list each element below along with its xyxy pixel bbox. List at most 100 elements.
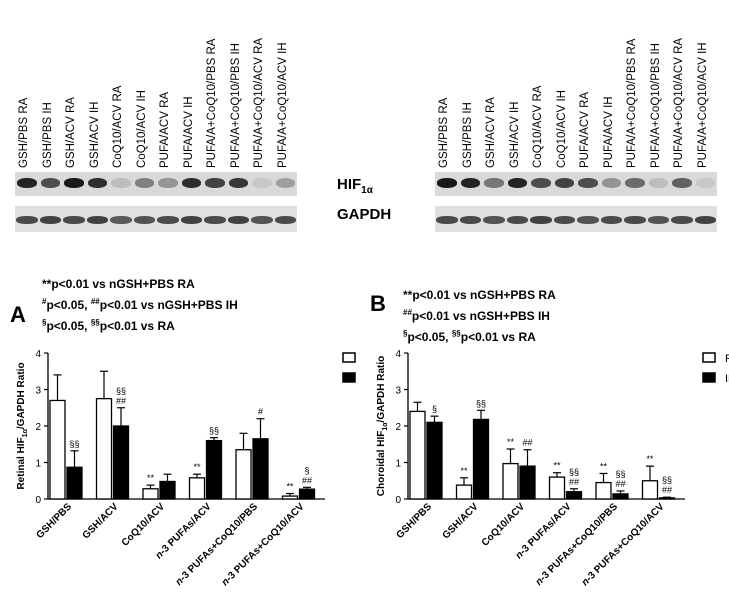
bar-ra: [188, 477, 206, 500]
hif-band: [695, 178, 715, 188]
stats-line: **p<0.01 vs nGSH+PBS RA: [42, 277, 195, 291]
gapdh-band: [180, 216, 202, 224]
stats-line: #p<0.05, ##p<0.01 vs nGSH+PBS IH: [42, 297, 238, 312]
x-tick-label: GSH/ACV: [441, 501, 481, 541]
gapdh-band: [204, 216, 226, 224]
hif-band: [252, 178, 272, 188]
hif-band: [64, 178, 84, 188]
hif-band: [672, 178, 692, 188]
y-tick-label: 3: [35, 386, 41, 397]
lane-label: CoQ10/ACV RA: [532, 85, 544, 168]
bar-ra: [455, 484, 473, 500]
lane-label: PUFA/A+CoQ10/PBS IH: [229, 43, 242, 168]
hif-band: [460, 178, 480, 188]
lane-label: GSH/PBS IH: [41, 102, 54, 168]
chart-choroidal: 0 1 2 3 4 Choroidal HIF1α/GAPDH Ratio § GSH/PBS…: [376, 349, 729, 588]
significance-mark: ##: [302, 475, 312, 485]
significance-mark: **: [600, 461, 608, 471]
y-axis-label: Retinal HIF1α/GAPDH Ratio: [16, 362, 29, 489]
bar-ra: [142, 488, 159, 500]
legend-label: IH: [725, 373, 729, 385]
significance-mark: ##: [569, 477, 579, 487]
gapdh-band: [647, 216, 669, 224]
bar-ih: [298, 488, 316, 500]
lane-label: GSH/PBS IH: [461, 102, 474, 168]
lane-label: PUFA/A+CoQ10/ACV RA: [673, 37, 685, 168]
bar-ih: [426, 421, 443, 500]
lane-label: GSH/ACV RA: [65, 97, 77, 168]
hif-band: [275, 178, 295, 188]
lane-label: PUFA/A+CoQ10/ACV IH: [276, 42, 289, 168]
panel-a-letter: A: [10, 302, 26, 327]
hif-blot-right: [435, 172, 717, 196]
significance-mark: **: [193, 462, 201, 472]
significance-mark: §§: [116, 386, 126, 396]
hif-band: [40, 178, 60, 188]
bar-ra: [49, 399, 66, 500]
y-tick-label: 0: [35, 495, 41, 506]
gapdh-band: [251, 216, 273, 224]
significance-mark: §§: [662, 475, 672, 485]
lane-label: PUFA/A+CoQ10/ACV RA: [253, 37, 265, 168]
x-tick-label: GSH/ACV: [81, 501, 121, 541]
bar-ra: [548, 476, 566, 500]
hif-band: [648, 178, 668, 188]
gapdh-band: [274, 216, 296, 224]
gapdh-band: [694, 216, 716, 224]
gapdh-band: [133, 216, 155, 224]
bar-ih: [519, 465, 536, 500]
bar-ih: [205, 439, 223, 500]
x-tick-label: CoQ10/ACV: [480, 501, 528, 549]
lane-label: GSH/ACV IH: [88, 101, 101, 168]
bar-ra: [95, 397, 113, 500]
significance-mark: **: [460, 466, 468, 476]
bar-ra: [281, 495, 299, 500]
significance-mark: ##: [522, 438, 532, 448]
x-tick-label: n-3 PUFAs+CoQ10/PBS: [534, 501, 621, 588]
stats-line: §p<0.05, §§p<0.01 vs RA: [42, 318, 175, 333]
stats-line: §p<0.05, §§p<0.01 vs RA: [403, 329, 536, 344]
bar-ra: [595, 481, 612, 500]
lane-label: PUFA/A+CoQ10/PBS IH: [649, 43, 662, 168]
gapdh-band: [110, 216, 132, 224]
gapdh-label: GAPDH: [337, 206, 392, 223]
gapdh-blot-left: [15, 206, 297, 232]
hif-band: [158, 178, 178, 188]
lane-label: CoQ10/ACV IH: [555, 90, 568, 168]
y-tick-label: 1: [35, 459, 41, 470]
gapdh-band: [530, 216, 552, 224]
significance-mark: §§: [476, 398, 486, 408]
significance-mark: **: [507, 437, 515, 447]
significance-mark: **: [553, 461, 561, 471]
hif-band: [625, 178, 645, 188]
gapdh-band: [483, 216, 505, 224]
gapdh-band: [459, 216, 481, 224]
x-tick-label: CoQ10/ACV: [120, 501, 168, 549]
y-tick-label: 2: [395, 422, 401, 433]
gapdh-blot-right: [435, 206, 717, 232]
gapdh-band: [436, 216, 458, 224]
significance-mark: **: [646, 454, 654, 464]
significance-mark: §§: [209, 426, 219, 436]
significance-mark: **: [147, 473, 155, 483]
gapdh-band: [506, 216, 528, 224]
y-tick-label: 4: [35, 349, 41, 360]
significance-mark: ##: [662, 485, 672, 495]
hif-band: [205, 178, 225, 188]
y-tick-label: 2: [35, 422, 41, 433]
significance-mark: §§: [569, 467, 579, 477]
hif-band: [228, 178, 248, 188]
bar-ra: [235, 449, 252, 500]
bar-ih: [66, 466, 83, 500]
x-tick-label: n-3 PUFAs+CoQ10/PBS: [174, 501, 261, 588]
y-tick-label: 3: [395, 386, 401, 397]
hif-band: [507, 178, 527, 188]
lane-label: CoQ10/ACV RA: [112, 85, 124, 168]
gapdh-band: [671, 216, 693, 224]
hif-blot-left: [15, 172, 297, 196]
hif-band: [111, 178, 131, 188]
lane-label: PUFA/ACV IH: [182, 96, 195, 168]
bar-ih: [112, 425, 130, 500]
bar-ra: [409, 410, 426, 500]
stats-line: ##p<0.01 vs nGSH+PBS IH: [403, 308, 550, 323]
